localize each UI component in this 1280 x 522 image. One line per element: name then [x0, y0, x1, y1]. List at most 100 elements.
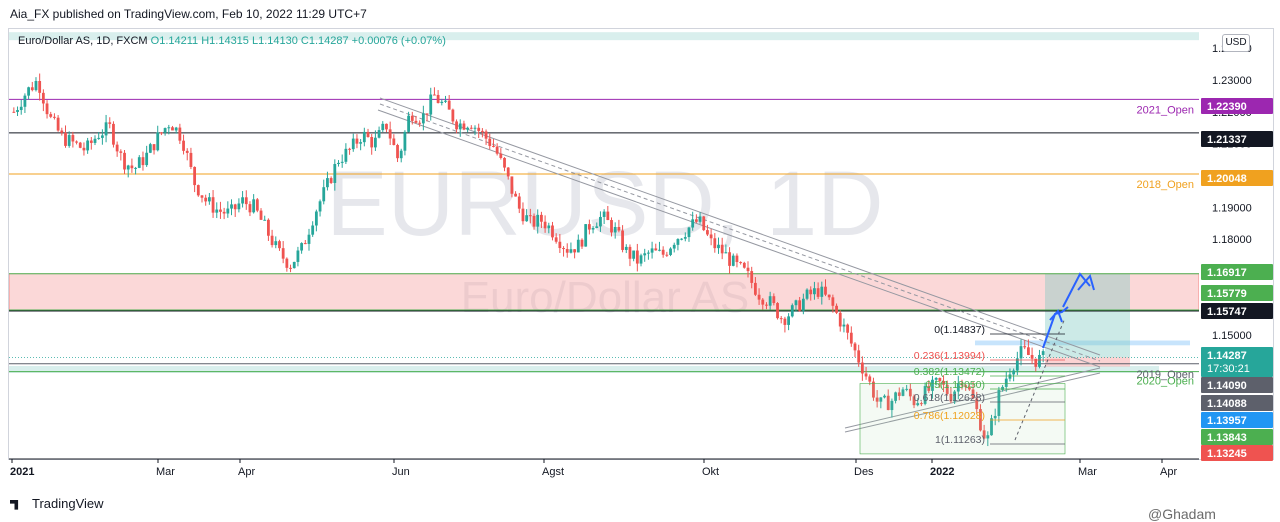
candle-body	[348, 148, 351, 150]
price-tag	[1201, 131, 1273, 147]
candle-body	[982, 430, 986, 439]
price-tag	[1201, 170, 1273, 186]
candle-body	[724, 252, 728, 254]
candle-body	[514, 193, 517, 197]
candle-body	[326, 178, 329, 188]
candle-body	[259, 210, 263, 220]
time-tick-label: Mar	[1078, 466, 1097, 478]
time-tick-label: 2022	[930, 466, 954, 478]
candle-body	[661, 249, 665, 255]
price-tag-label: 1.14088	[1207, 398, 1247, 410]
price-tag-label: 1.13843	[1207, 432, 1247, 444]
candle-body	[587, 224, 591, 230]
candle-body	[130, 165, 134, 169]
watermark-description: Euro/Dollar AS	[461, 273, 750, 322]
candle-body	[370, 136, 374, 148]
candle-body	[407, 115, 410, 132]
blue-zone	[975, 340, 1190, 346]
candle-body	[687, 227, 691, 238]
price-chart[interactable]: EURUSD, 1D Euro/Dollar AS 0(1.14837) 0.23…	[0, 0, 1280, 490]
candle-body	[455, 121, 458, 130]
candle-body	[307, 234, 311, 244]
candle-body	[296, 250, 300, 262]
fib-level-label: 0.618(1.12628)	[914, 392, 985, 404]
candle-body	[167, 127, 171, 129]
candle-body	[820, 286, 824, 297]
candle-body	[27, 87, 31, 96]
price-tag-label: 1.15779	[1207, 288, 1247, 300]
candle-body	[385, 123, 388, 130]
price-tag	[1201, 98, 1273, 114]
candle-body	[1034, 358, 1038, 367]
candle-body	[366, 131, 370, 137]
candle-body	[359, 142, 363, 144]
candle-body	[894, 392, 897, 401]
candle-body	[525, 215, 529, 222]
dashed-path	[1014, 317, 1066, 441]
price-tag	[1201, 264, 1273, 280]
candle-body	[185, 150, 189, 153]
candle-body	[488, 138, 492, 146]
candle-body	[78, 142, 82, 148]
candle-body	[495, 146, 499, 154]
candle-body	[967, 387, 971, 390]
candle-body	[16, 110, 19, 112]
profit-zone	[1045, 273, 1130, 358]
candle-body	[418, 122, 422, 124]
candle-body	[827, 294, 831, 298]
fib-level-label: 0(1.14837)	[934, 324, 985, 336]
candle-body	[333, 164, 337, 183]
candle-body	[222, 211, 226, 214]
candle-body	[694, 219, 698, 222]
candle-body	[576, 239, 580, 253]
candle-body	[89, 140, 93, 143]
candle-body	[171, 127, 174, 131]
candle-body	[300, 243, 304, 251]
candle-body	[340, 161, 344, 163]
candle-body	[189, 152, 193, 167]
projection-arrow	[1062, 272, 1091, 308]
candle-body	[248, 204, 252, 213]
candle-body	[816, 288, 820, 297]
candle-body	[53, 116, 56, 118]
candle-body	[654, 248, 658, 251]
candle-body	[19, 106, 23, 111]
candle-body	[728, 252, 731, 266]
publisher-bar: Aia_FX published on TradingView.com, Feb…	[0, 0, 1280, 28]
candle-body	[1019, 346, 1023, 359]
candle-body	[813, 288, 816, 295]
candle-body	[798, 300, 802, 311]
candle-body	[314, 211, 318, 226]
price-tick-label: 1.19000	[1212, 202, 1252, 214]
candle-body	[846, 324, 850, 333]
candle-body	[12, 111, 16, 113]
candle-body	[351, 138, 355, 150]
currency-button[interactable]: USD	[1222, 34, 1250, 52]
candle-body	[241, 197, 244, 204]
current-price-label: 1.14287	[1207, 350, 1247, 362]
ohlc-values: O1.14211 H1.14315 L1.14130 C1.14287 +0.0…	[150, 35, 446, 47]
candle-body	[857, 350, 861, 363]
candle-body	[45, 103, 49, 115]
candle-body	[204, 197, 208, 202]
candle-body	[23, 95, 27, 107]
candle-body	[599, 216, 602, 227]
symbol-legend[interactable]: Euro/Dollar AS, 1D, FXCM O1.14211 H1.143…	[18, 35, 446, 47]
candle-body	[669, 248, 672, 255]
candle-body	[182, 140, 185, 151]
candle-body	[270, 235, 274, 246]
candle-body	[289, 267, 292, 269]
candle-body	[425, 113, 429, 115]
candle-body	[735, 255, 739, 263]
price-tick-label: 1.23000	[1212, 75, 1252, 87]
time-tick-label: Des	[854, 466, 874, 478]
candle-body	[890, 400, 894, 411]
level-name-label: 2018_Open	[1137, 179, 1195, 191]
time-tick-label: 2021	[10, 466, 34, 478]
tradingview-logo-icon	[10, 499, 19, 510]
price-tag	[1201, 429, 1273, 445]
downtrend-channel-line	[379, 103, 1101, 362]
candle-body	[1012, 370, 1016, 375]
candle-body	[499, 153, 503, 158]
price-tick-label: 1.18000	[1212, 234, 1252, 246]
